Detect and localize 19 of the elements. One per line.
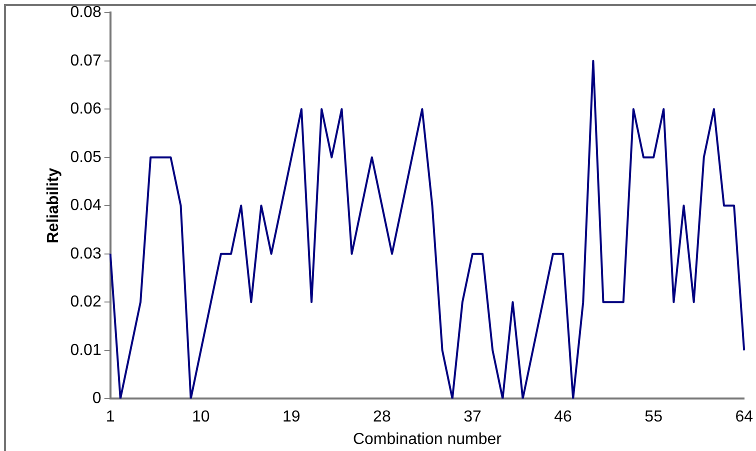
x-tick-label: 37 xyxy=(464,408,482,426)
y-tick-label: 0.03 xyxy=(70,245,102,262)
y-tick-label: 0.07 xyxy=(70,52,102,70)
x-tick-label: 46 xyxy=(554,408,572,426)
y-tick-label: 0.01 xyxy=(70,342,102,359)
y-tick-label: 0.02 xyxy=(70,294,102,311)
x-tick-label: 28 xyxy=(373,408,391,426)
x-tick-label: 19 xyxy=(282,408,300,426)
y-tick-label: 0.05 xyxy=(70,148,102,166)
y-tick-label: 0.08 xyxy=(70,4,102,22)
x-tick-label: 55 xyxy=(644,408,663,426)
y-tick-label: 0.04 xyxy=(70,197,102,214)
x-axis-title: Combination number xyxy=(352,430,502,448)
y-tick-label: 0.06 xyxy=(70,100,102,118)
y-axis-title: Reliability xyxy=(45,168,62,244)
x-tick-label: 10 xyxy=(192,408,210,426)
x-tick-label: 64 xyxy=(735,408,754,426)
y-tick-label: 0 xyxy=(92,390,102,408)
x-tick-label: 1 xyxy=(106,408,115,426)
